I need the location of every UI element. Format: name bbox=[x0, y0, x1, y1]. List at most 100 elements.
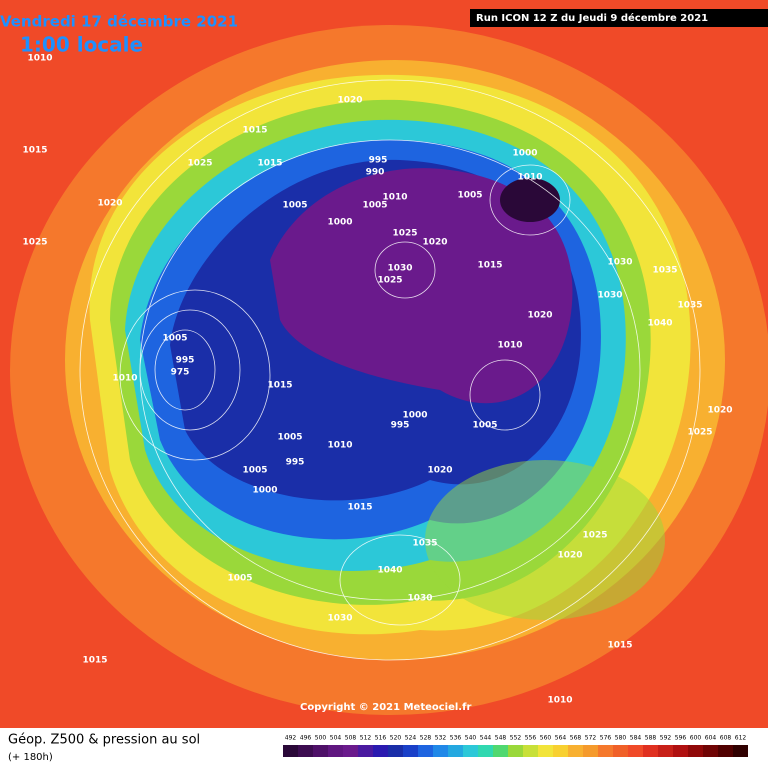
colorbar-swatch bbox=[583, 745, 598, 757]
colorbar-swatch bbox=[313, 745, 328, 757]
pressure-label: 995 bbox=[369, 156, 388, 166]
colorbar-swatch bbox=[418, 745, 433, 757]
colorbar-swatch bbox=[298, 745, 313, 757]
pressure-label: 1030 bbox=[327, 614, 352, 624]
colorbar-label: 540 bbox=[465, 735, 477, 742]
pressure-label: 1020 bbox=[707, 406, 732, 416]
pressure-label: 1000 bbox=[402, 411, 427, 421]
pressure-label: 1005 bbox=[457, 191, 482, 201]
colorbar-swatch bbox=[673, 745, 688, 757]
pressure-label: 1040 bbox=[647, 319, 672, 329]
pressure-label: 1015 bbox=[267, 381, 292, 391]
pressure-label: 1020 bbox=[557, 551, 582, 561]
colorbar-label: 604 bbox=[705, 735, 717, 742]
colorbar-label: 520 bbox=[390, 735, 402, 742]
pressure-label: 1005 bbox=[242, 466, 267, 476]
colorbar-swatch bbox=[283, 745, 298, 757]
pressure-label: 1010 bbox=[112, 374, 137, 384]
colorbar-label: 592 bbox=[660, 735, 672, 742]
colorbar-swatch bbox=[343, 745, 358, 757]
pressure-label: 1025 bbox=[22, 238, 47, 248]
pressure-label: 1035 bbox=[677, 301, 702, 311]
colorbar-label: 496 bbox=[300, 735, 312, 742]
colorbar-label: 516 bbox=[375, 735, 387, 742]
colorbar-label: 564 bbox=[555, 735, 567, 742]
pressure-label: 1025 bbox=[392, 229, 417, 239]
colorbar-label: 600 bbox=[690, 735, 702, 742]
run-info: Run ICON 12 Z du Jeudi 9 décembre 2021 bbox=[476, 12, 708, 24]
pressure-label: 975 bbox=[171, 368, 190, 378]
pressure-label: 1015 bbox=[607, 641, 632, 651]
colorbar-swatch bbox=[523, 745, 538, 757]
field-core bbox=[500, 178, 560, 222]
date: Vendredi 17 décembre 2021 bbox=[0, 13, 238, 31]
pressure-label: 1020 bbox=[427, 466, 452, 476]
pressure-label: 1015 bbox=[82, 656, 107, 666]
pressure-label: 1020 bbox=[337, 96, 362, 106]
colorbar-swatch bbox=[448, 745, 463, 757]
colorbar-label: 508 bbox=[345, 735, 357, 742]
pressure-label: 1035 bbox=[412, 539, 437, 549]
colorbar-swatch bbox=[733, 745, 748, 757]
colorbar-swatch bbox=[388, 745, 403, 757]
colorbar-label: 608 bbox=[720, 735, 732, 742]
pressure-label: 1005 bbox=[362, 201, 387, 211]
legend-title: Géop. Z500 & pression au sol bbox=[8, 733, 200, 748]
colorbar-swatch bbox=[433, 745, 448, 757]
colorbar-swatch bbox=[643, 745, 658, 757]
pressure-label: 1000 bbox=[252, 486, 277, 496]
pressure-label: 1015 bbox=[477, 261, 502, 271]
colorbar-swatch bbox=[478, 745, 493, 757]
pressure-label: 1010 bbox=[327, 441, 352, 451]
pressure-label: 1025 bbox=[377, 276, 402, 286]
colorbar-label: 532 bbox=[435, 735, 447, 742]
pressure-label: 1010 bbox=[517, 173, 542, 183]
field-europe bbox=[425, 460, 665, 620]
colorbar-swatch bbox=[493, 745, 508, 757]
pressure-label: 1020 bbox=[422, 238, 447, 248]
pressure-label: 1005 bbox=[227, 574, 252, 584]
pressure-label: 1025 bbox=[687, 428, 712, 438]
colorbar-label: 544 bbox=[480, 735, 492, 742]
colorbar-label: 528 bbox=[420, 735, 432, 742]
colorbar-label: 500 bbox=[315, 735, 327, 742]
colorbar-swatch bbox=[358, 745, 373, 757]
colorbar-label: 568 bbox=[570, 735, 582, 742]
colorbar-label: 536 bbox=[450, 735, 462, 742]
pressure-label: 1015 bbox=[347, 503, 372, 513]
pressure-label: 1030 bbox=[407, 594, 432, 604]
pressure-label: 1000 bbox=[327, 218, 352, 228]
pressure-label: 995 bbox=[176, 356, 195, 366]
colorbar-swatch bbox=[508, 745, 523, 757]
pressure-label: 1005 bbox=[277, 433, 302, 443]
colorbar-swatch bbox=[658, 745, 673, 757]
pressure-label: 1010 bbox=[27, 54, 52, 64]
legend-lead: (+ 180h) bbox=[8, 752, 53, 763]
pressure-label: 1025 bbox=[582, 531, 607, 541]
pressure-label: 1000 bbox=[512, 149, 537, 159]
colorbar-label: 560 bbox=[540, 735, 552, 742]
colorbar-label: 572 bbox=[585, 735, 597, 742]
colorbar-label: 492 bbox=[285, 735, 297, 742]
colorbar-swatch bbox=[553, 745, 568, 757]
run-box bbox=[470, 9, 768, 27]
colorbar-swatch bbox=[628, 745, 643, 757]
colorbar-swatch bbox=[403, 745, 418, 757]
pressure-label: 1025 bbox=[187, 159, 212, 169]
pressure-label: 1035 bbox=[652, 266, 677, 276]
colorbar-label: 524 bbox=[405, 735, 417, 742]
pressure-label: 1020 bbox=[97, 199, 122, 209]
colorbar: 492 496 500 504 508 512 516 520 524 528 532 536 540 5… bbox=[283, 735, 748, 757]
colorbar-swatch bbox=[703, 745, 718, 757]
colorbar-label: 576 bbox=[600, 735, 612, 742]
colorbar-label: 512 bbox=[360, 735, 372, 742]
pressure-label: 1030 bbox=[387, 264, 412, 274]
colorbar-swatch bbox=[463, 745, 478, 757]
isobars bbox=[79, 79, 701, 661]
colorbar-swatch bbox=[373, 745, 388, 757]
pressure-label: 995 bbox=[286, 458, 305, 468]
colorbar-label: 552 bbox=[510, 735, 522, 742]
